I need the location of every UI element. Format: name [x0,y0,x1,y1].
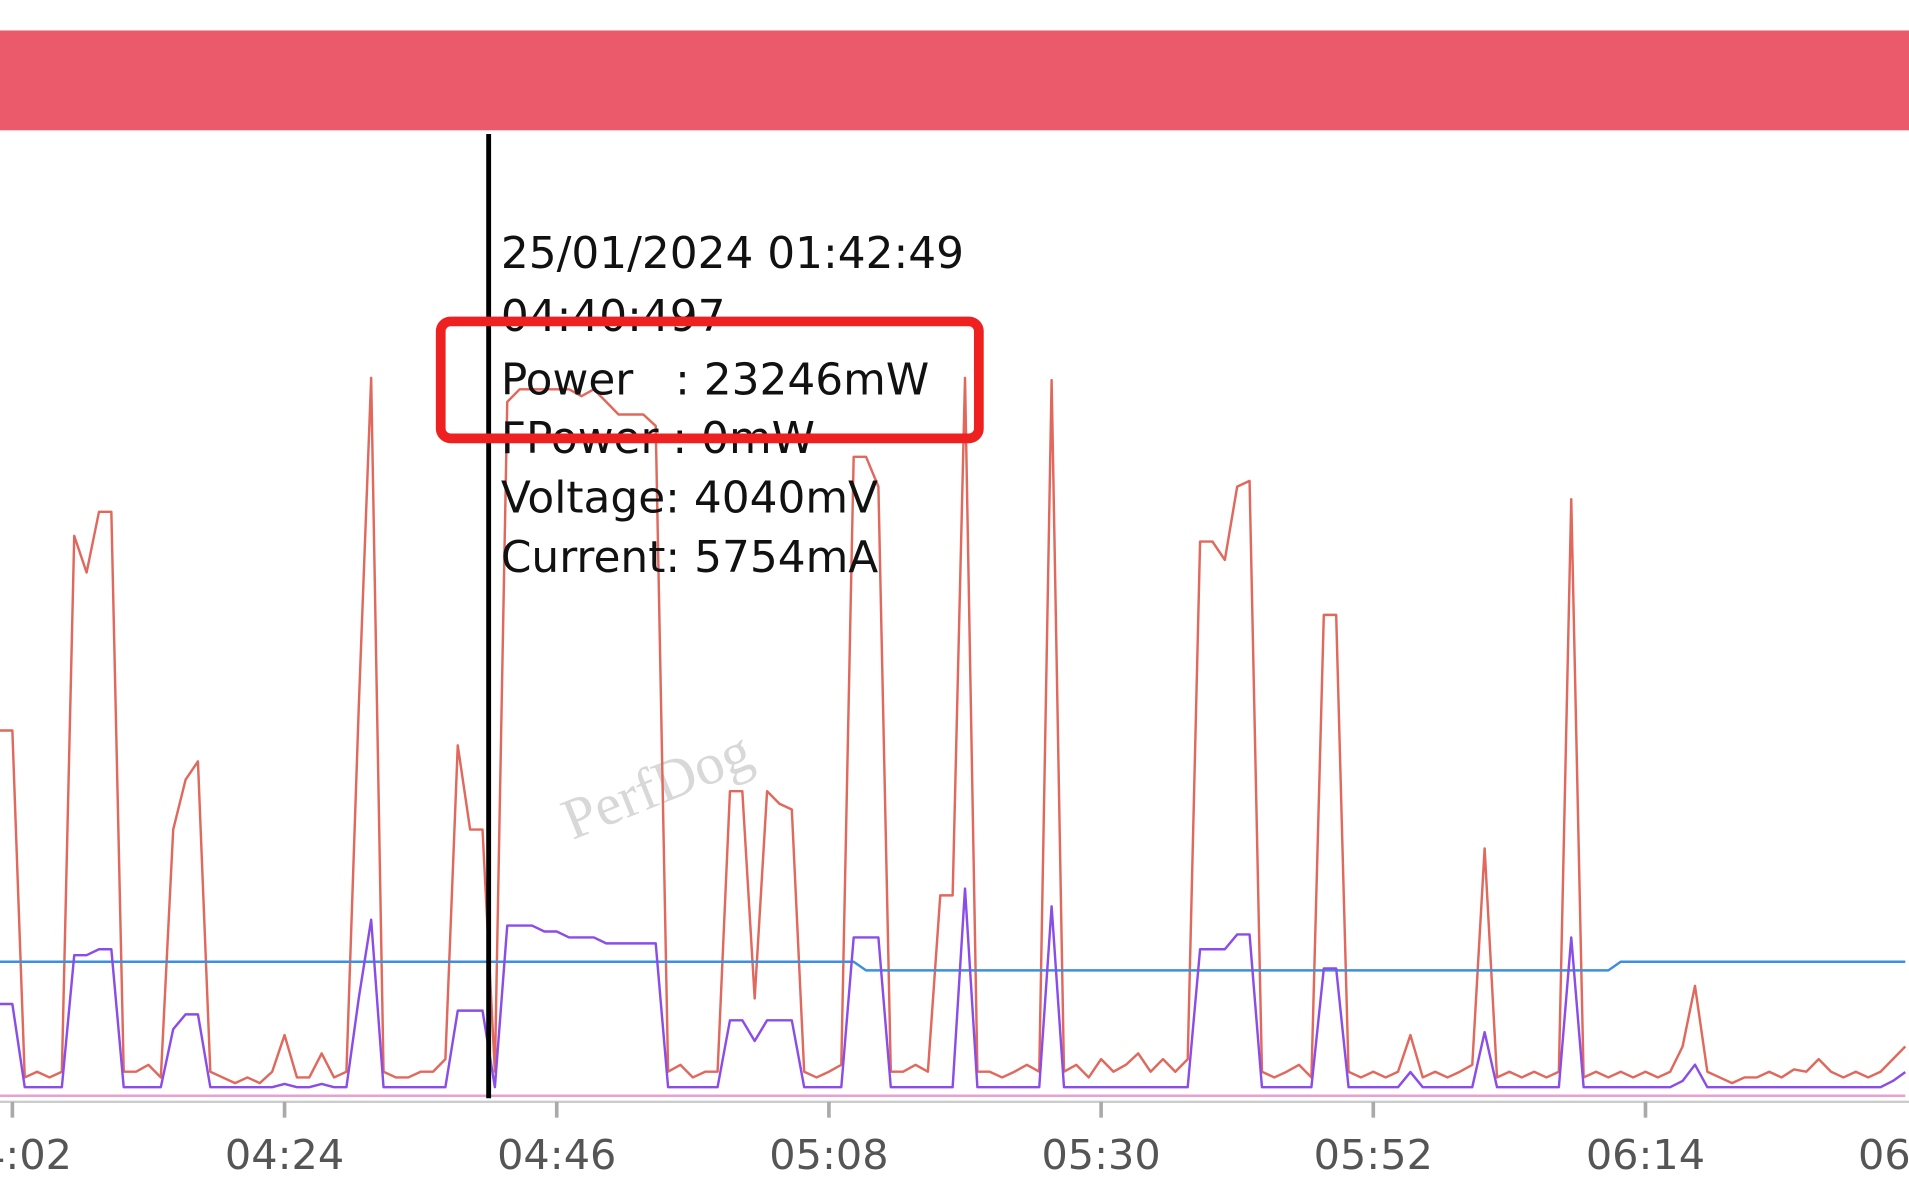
tooltip-line: Current: 5754mA [501,532,878,583]
x-tick-label: 05:30 [1041,1131,1160,1179]
x-tick-label: 04:24 [225,1131,344,1179]
x-tick-label: 04:46 [497,1131,616,1179]
series-line [0,960,1906,972]
x-tick-label: 05:52 [1314,1131,1433,1179]
series-line [0,887,1906,1089]
x-tick-label: 05:08 [769,1131,888,1179]
x-tick-label: 06:14 [1586,1131,1705,1179]
x-tick-label: 06:36 [1858,1131,1909,1179]
watermark: PerfDog [553,718,761,852]
tooltip-line: Power : 23246mW [501,354,929,405]
series-line [0,376,1907,1085]
tooltip-line: Voltage: 4040mV [501,473,878,524]
highlight-box [435,316,984,444]
tooltip-title: 25/01/2024 01:42:49 [501,228,964,279]
header-bar [0,30,1909,131]
x-tick-label: 04:02 [0,1131,72,1179]
